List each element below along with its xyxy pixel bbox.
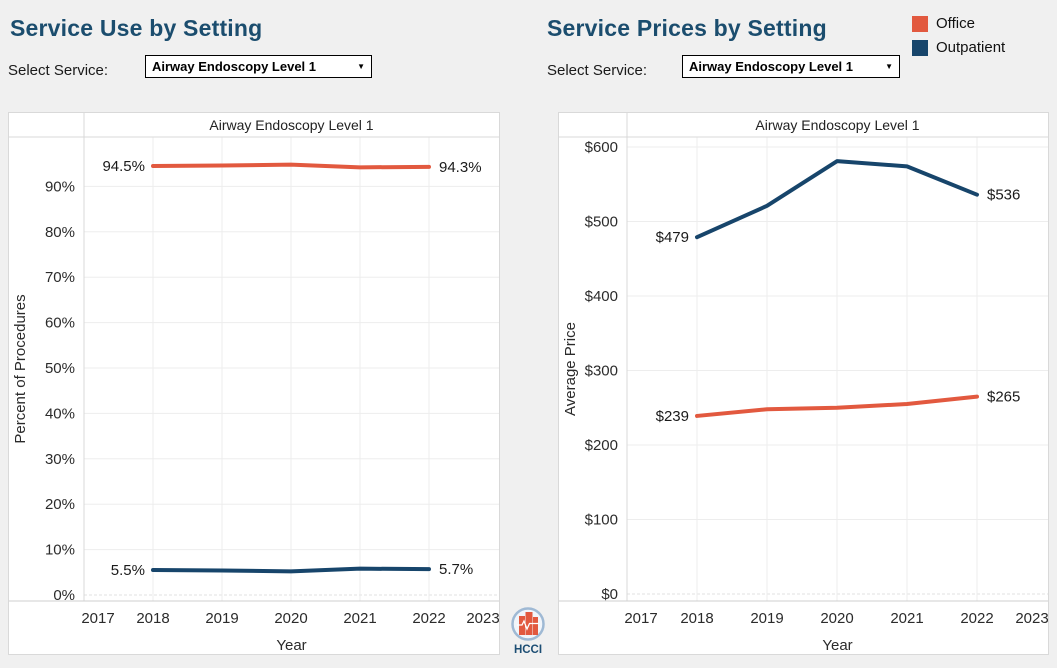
x-tick-label: 2019: [205, 610, 238, 627]
x-tick-label: 2022: [412, 610, 445, 627]
last-point-label: 94.3%: [439, 159, 482, 176]
use-chart-panel: Airway Endoscopy Level 1 0% 10% 20% 30% 40% 5…: [8, 112, 500, 655]
legend: Office Outpatient: [912, 15, 1005, 63]
price-chart[interactable]: $0 $100 $200 $300 $400 $500 $600 2017 2018 2019 20…: [559, 113, 1048, 654]
y-tick-label: $300: [585, 363, 618, 380]
x-tick-label: 2022: [960, 610, 993, 627]
use-chart[interactable]: 0% 10% 20% 30% 40% 50% 60% 70% 80% 90% 2017 2018 201…: [9, 113, 499, 654]
chevron-down-icon: ▼: [885, 62, 893, 71]
page-title-use: Service Use by Setting: [10, 15, 263, 41]
y-tick-label: 90%: [45, 178, 75, 195]
y-axis-title: Percent of Procedures: [12, 294, 29, 443]
x-tick-label: 2020: [274, 610, 307, 627]
y-tick-label: $400: [585, 288, 618, 305]
chevron-down-icon: ▼: [357, 62, 365, 71]
legend-label-office: Office: [936, 15, 975, 32]
series-line-outpatient[interactable]: [695, 159, 979, 240]
series-line-office[interactable]: [695, 394, 979, 418]
page-title-prices: Service Prices by Setting: [547, 15, 827, 41]
y-tick-label: $0: [601, 586, 618, 603]
y-tick-label: 40%: [45, 405, 75, 422]
first-point-label: $479: [656, 229, 689, 246]
y-tick-label: 20%: [45, 496, 75, 513]
x-tick-label: 2019: [750, 610, 783, 627]
last-point-label: $265: [987, 389, 1020, 406]
logo-buildings-icon: [517, 612, 539, 635]
select-service-label-prices: Select Service:: [547, 62, 648, 79]
outpatient-swatch-icon: [912, 39, 928, 56]
service-select-prices[interactable]: Airway Endoscopy Level 1 ▼: [682, 55, 900, 78]
y-tick-label: $500: [585, 214, 618, 231]
price-chart-panel: Airway Endoscopy Level 1 $0 $100 $200 $300 $…: [558, 112, 1049, 655]
y-tick-label: 30%: [45, 451, 75, 468]
y-axis-title: Average Price: [562, 322, 579, 416]
service-select-prices-value: Airway Endoscopy Level 1: [689, 59, 854, 74]
logo-text: HCCI: [514, 644, 542, 656]
x-axis-title: Year: [276, 637, 306, 654]
x-tick-label: 2021: [890, 610, 923, 627]
x-tick-label: 2023: [1015, 610, 1048, 627]
x-tick-label: 2020: [820, 610, 853, 627]
y-tick-label: 50%: [45, 360, 75, 377]
y-tick-label: $200: [585, 437, 618, 454]
y-tick-label: 10%: [45, 542, 75, 559]
last-point-label: 5.7%: [439, 561, 473, 578]
select-service-label-use: Select Service:: [8, 62, 109, 79]
x-axis-title: Year: [822, 637, 852, 654]
y-tick-label: 80%: [45, 224, 75, 241]
legend-item-office: Office: [912, 15, 1005, 32]
legend-item-outpatient: Outpatient: [912, 39, 1005, 56]
x-tick-label: 2018: [680, 610, 713, 627]
service-select-use-value: Airway Endoscopy Level 1: [152, 59, 317, 74]
service-select-use[interactable]: Airway Endoscopy Level 1 ▼: [145, 55, 372, 78]
x-tick-label: 2023: [466, 610, 499, 627]
x-tick-label: 2018: [136, 610, 169, 627]
series-line-outpatient[interactable]: [151, 566, 431, 574]
y-tick-label: $100: [585, 512, 618, 529]
y-tick-label: 0%: [53, 587, 75, 604]
x-tick-label: 2017: [81, 610, 114, 627]
x-tick-label: 2017: [624, 610, 657, 627]
series-line-office[interactable]: [151, 162, 431, 170]
x-tick-label: 2021: [343, 610, 376, 627]
hcci-logo: HCCI: [511, 607, 545, 656]
first-point-label: $239: [656, 408, 689, 425]
legend-label-outpatient: Outpatient: [936, 39, 1006, 56]
office-swatch-icon: [912, 15, 928, 32]
first-point-label: 94.5%: [102, 158, 145, 175]
y-tick-label: 70%: [45, 269, 75, 286]
y-tick-label: 60%: [45, 315, 75, 332]
y-tick-label: $600: [585, 139, 618, 156]
first-point-label: 5.5%: [111, 562, 145, 579]
heartbeat-line-icon: [517, 619, 539, 631]
last-point-label: $536: [987, 187, 1020, 204]
